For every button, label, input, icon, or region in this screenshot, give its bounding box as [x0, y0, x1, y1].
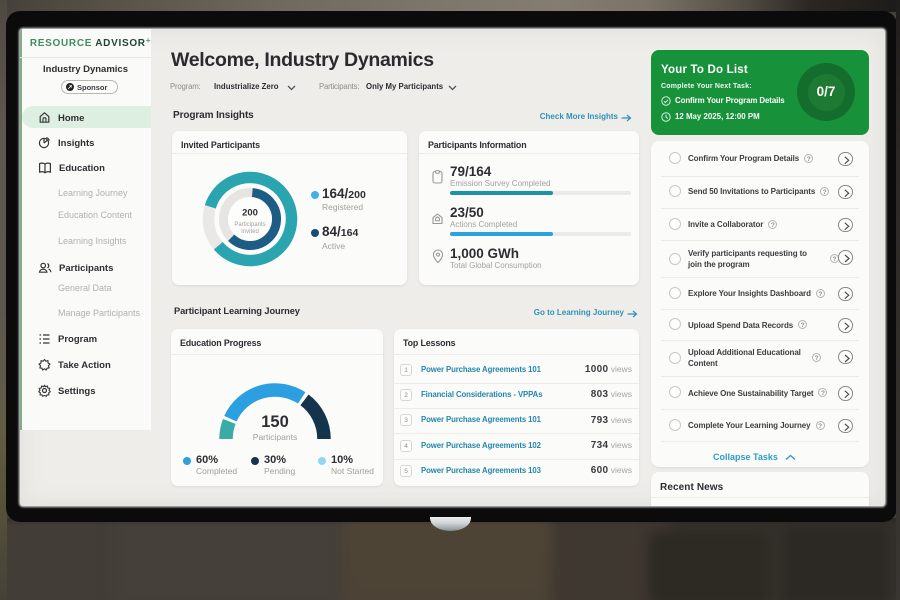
svg-text:Invited: Invited: [241, 229, 259, 235]
svg-text:200: 200: [242, 208, 258, 219]
svg-text:Participants: Participants: [234, 222, 265, 228]
